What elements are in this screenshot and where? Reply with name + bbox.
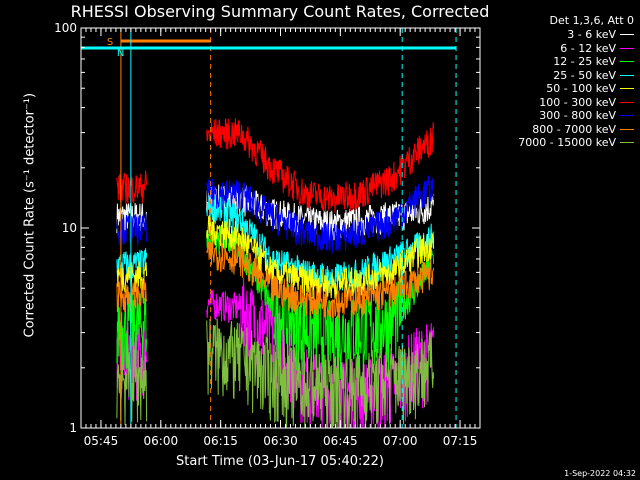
flag-label: N (117, 48, 124, 59)
legend-entry-label: 25 - 50 keV (553, 68, 616, 82)
legend-entry-swatch (620, 128, 634, 130)
legend-entry-label: 12 - 25 keV (553, 55, 616, 69)
series-line (206, 213, 435, 302)
x-tick-label: 05:45 (84, 434, 119, 448)
legend-entry-label: 100 - 300 keV (539, 95, 616, 109)
series-line (116, 211, 148, 246)
series-line (206, 118, 435, 214)
x-axis-label: Start Time (03-Jun-17 05:40:22) (176, 454, 384, 469)
legend-entries: 3 - 6 keV 6 - 12 keV 12 - 25 keV 25 - 50 ke… (482, 28, 634, 150)
legend-entry: 800 - 7000 keV (482, 123, 634, 137)
chart-title: RHESSI Observing Summary Count Rates, Co… (70, 2, 490, 21)
series-line (116, 261, 148, 293)
series-line (116, 170, 148, 205)
legend-entry-swatch (620, 34, 634, 36)
x-tick-label: 06:00 (144, 434, 179, 448)
legend-entry-swatch (620, 61, 634, 63)
legend-entry: 6 - 12 keV (482, 42, 634, 56)
footer-timestamp: 1-Sep-2022 04:32 (564, 469, 636, 478)
legend-entry-label: 300 - 800 keV (539, 109, 616, 123)
series-line (206, 175, 435, 254)
x-tick-label: 06:30 (263, 434, 298, 448)
series-line (206, 318, 435, 429)
legend-entry: 300 - 800 keV (482, 109, 634, 123)
legend-entry-swatch (620, 74, 634, 76)
x-tick-label: 06:45 (323, 434, 358, 448)
legend-title: Det 1,3,6, Att 0 (549, 14, 634, 27)
legend-entry-swatch (620, 115, 634, 117)
chart-axes-layer: 1 10 100 05:45 06:00 06:15 06:30 06:45 07:00 07:1… (54, 21, 481, 448)
legend-entry-label: 800 - 7000 keV (532, 122, 616, 136)
flag-label: S (107, 37, 113, 48)
y-tick-label: 100 (54, 21, 77, 35)
series-line (206, 239, 435, 319)
legend-entry-swatch (620, 142, 634, 144)
legend-entry-label: 7000 - 15000 keV (518, 136, 616, 150)
y-axis-label: Corrected Count Rate (s⁻¹ detector⁻¹) (22, 92, 38, 338)
legend-entry: 50 - 100 keV (482, 82, 634, 96)
legend-entry: 25 - 50 keV (482, 69, 634, 83)
chart-legend: Det 1,3,6, Att 0 3 - 6 keV 6 - 12 keV 12 -… (482, 14, 634, 150)
legend-entry-swatch (620, 101, 634, 103)
legend-entry: 100 - 300 keV (482, 96, 634, 110)
legend-entry-label: 6 - 12 keV (560, 41, 616, 55)
legend-entry-swatch (620, 47, 634, 49)
x-tick-label: 06:15 (203, 434, 238, 448)
series-line (116, 248, 148, 279)
legend-entry: 12 - 25 keV (482, 55, 634, 69)
series-line (116, 279, 148, 313)
chart-series-layer (116, 118, 435, 429)
legend-entry: 3 - 6 keV (482, 28, 634, 42)
chart-flags-layer: SN (80, 28, 457, 428)
x-tick-label: 07:00 (383, 434, 418, 448)
y-tick-label: 1 (69, 421, 77, 435)
legend-entry: 7000 - 15000 keV (482, 136, 634, 150)
legend-entry-label: 3 - 6 keV (567, 28, 616, 42)
series-line (116, 291, 148, 372)
legend-entry-label: 50 - 100 keV (546, 82, 616, 96)
x-tick-label: 07:15 (443, 434, 478, 448)
series-line (116, 343, 148, 425)
y-tick-label: 10 (62, 221, 77, 235)
legend-entry-swatch (620, 88, 634, 90)
